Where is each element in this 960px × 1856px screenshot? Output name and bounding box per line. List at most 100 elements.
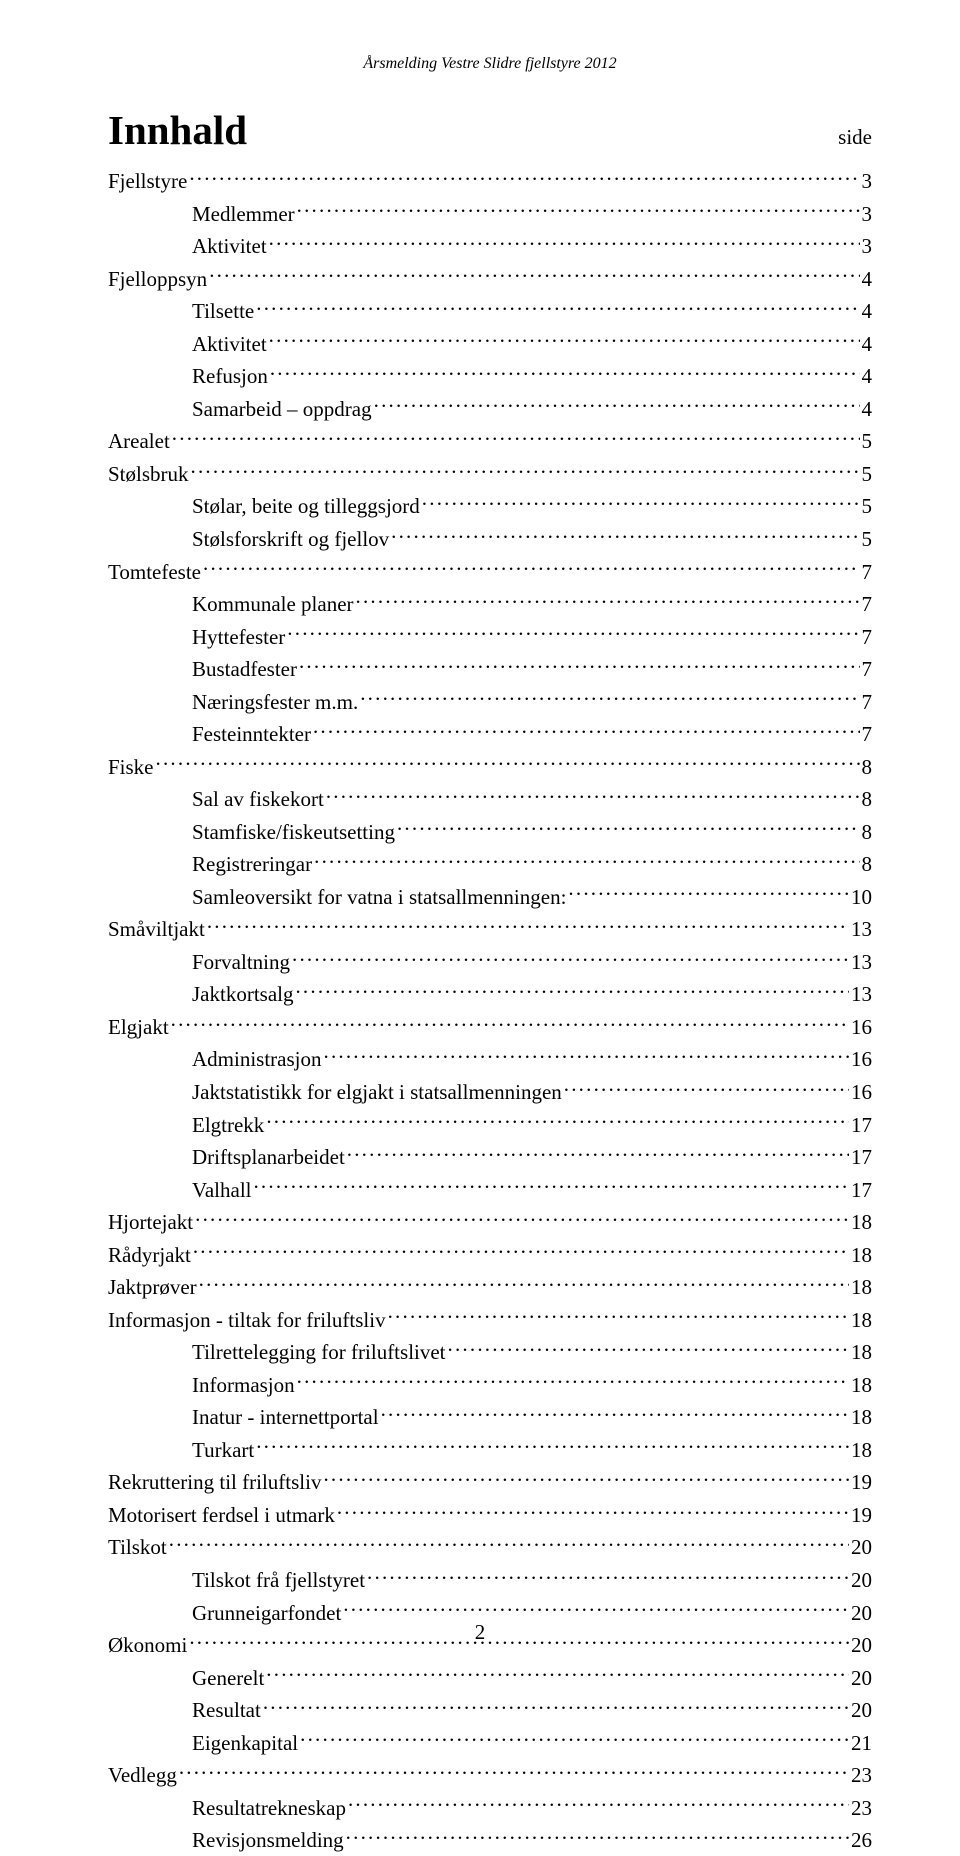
toc-entry-page: 23 bbox=[851, 1761, 872, 1790]
toc-entry-page: 7 bbox=[862, 590, 873, 619]
toc-entry-page: 3 bbox=[862, 167, 873, 196]
toc-entry-label: Revisjonsmelding bbox=[192, 1826, 344, 1855]
toc-leader bbox=[169, 1530, 849, 1554]
toc-entry-label: Festeinntekter bbox=[192, 720, 311, 749]
toc-entry-page: 18 bbox=[851, 1208, 872, 1237]
toc-entry-page: 19 bbox=[851, 1468, 872, 1497]
toc-entry-label: Stølsbruk bbox=[108, 460, 189, 489]
toc-entry-label: Informasjon - tiltak for friluftsliv bbox=[108, 1306, 386, 1335]
toc-leader bbox=[287, 619, 859, 643]
toc-entry-page: 13 bbox=[851, 915, 872, 944]
toc-entry-label: Generelt bbox=[192, 1664, 264, 1693]
toc-entry: Festeinntekter 7 bbox=[108, 717, 872, 750]
toc-entry-page: 4 bbox=[862, 330, 873, 359]
toc-entry-page: 8 bbox=[862, 818, 873, 847]
toc-entry-label: Tilsette bbox=[192, 297, 254, 326]
toc-entry: Vedlegg 23 bbox=[108, 1758, 872, 1791]
toc-leader bbox=[422, 489, 860, 513]
toc-entry-page: 10 bbox=[851, 883, 872, 912]
toc-entry-page: 26 bbox=[851, 1826, 872, 1855]
toc-entry-label: Rådyrjakt bbox=[108, 1241, 191, 1270]
toc-entry: Arealet 5 bbox=[108, 424, 872, 457]
toc-entry-label: Inatur - internettportal bbox=[192, 1403, 379, 1432]
toc-leader bbox=[297, 197, 860, 221]
toc-entry: Fjellstyre 3 bbox=[108, 164, 872, 197]
toc-leader bbox=[347, 1140, 849, 1164]
toc-entry-label: Informasjon bbox=[192, 1371, 295, 1400]
toc-leader bbox=[189, 164, 859, 188]
toc-entry: Jaktprøver 18 bbox=[108, 1270, 872, 1303]
toc-entry: Medlemmer 3 bbox=[108, 197, 872, 230]
toc-entry-page: 5 bbox=[862, 427, 873, 456]
toc-entry-label: Stamfiske/fiskeutsetting bbox=[192, 818, 395, 847]
toc-entry-page: 5 bbox=[862, 525, 873, 554]
toc-entry: Turkart 18 bbox=[108, 1433, 872, 1466]
toc-leader bbox=[203, 554, 860, 578]
toc-entry: Rådyrjakt 18 bbox=[108, 1238, 872, 1271]
toc-entry-page: 8 bbox=[862, 785, 873, 814]
toc-entry: Revisjonsmelding 26 bbox=[108, 1823, 872, 1856]
toc-entry: Valhall 17 bbox=[108, 1172, 872, 1205]
toc-leader bbox=[360, 685, 859, 709]
toc-entry-page: 18 bbox=[851, 1273, 872, 1302]
toc-leader bbox=[193, 1238, 849, 1262]
toc-entry-label: Refusjon bbox=[192, 362, 268, 391]
toc-entry: Fiske 8 bbox=[108, 750, 872, 783]
toc-leader bbox=[346, 1823, 849, 1847]
toc-leader bbox=[295, 977, 849, 1001]
toc-leader bbox=[171, 1010, 849, 1034]
toc-entry-page: 5 bbox=[862, 492, 873, 521]
toc-entry-label: Aktivitet bbox=[192, 330, 267, 359]
toc-entry-page: 7 bbox=[862, 655, 873, 684]
toc-leader bbox=[207, 912, 849, 936]
toc-leader bbox=[348, 1791, 849, 1815]
toc-entry-page: 20 bbox=[851, 1696, 872, 1725]
toc-leader bbox=[263, 1693, 849, 1717]
toc-entry-page: 23 bbox=[851, 1794, 872, 1823]
toc-leader bbox=[381, 1400, 849, 1424]
toc-entry: Tilskot frå fjellstyret 20 bbox=[108, 1563, 872, 1596]
toc-entry-page: 21 bbox=[851, 1729, 872, 1758]
toc-leader bbox=[323, 1465, 849, 1489]
toc-entry-label: Fjellstyre bbox=[108, 167, 187, 196]
toc-entry-label: Jaktprøver bbox=[108, 1273, 197, 1302]
toc-entry-page: 13 bbox=[851, 948, 872, 977]
toc-entry-label: Samleoversikt for vatna i statsallmennin… bbox=[192, 883, 566, 912]
toc-entry-page: 19 bbox=[851, 1501, 872, 1530]
toc-entry: Forvaltning 13 bbox=[108, 945, 872, 978]
toc-entry-page: 3 bbox=[862, 200, 873, 229]
toc-entry-label: Tilskot frå fjellstyret bbox=[192, 1566, 365, 1595]
toc-leader bbox=[299, 652, 860, 676]
toc-leader bbox=[374, 392, 860, 416]
toc-entry-page: 7 bbox=[862, 688, 873, 717]
toc-entry-label: Kommunale planer bbox=[192, 590, 354, 619]
toc-entry-page: 7 bbox=[862, 623, 873, 652]
toc-entry-page: 18 bbox=[851, 1371, 872, 1400]
toc-entry: Generelt 20 bbox=[108, 1660, 872, 1693]
toc-entry: Informasjon - tiltak for friluftsliv 18 bbox=[108, 1303, 872, 1336]
toc-entry-page: 18 bbox=[851, 1403, 872, 1432]
toc-entry-page: 4 bbox=[862, 395, 873, 424]
toc-entry-page: 16 bbox=[851, 1045, 872, 1074]
toc-entry-page: 17 bbox=[851, 1176, 872, 1205]
toc-entry: Hyttefester 7 bbox=[108, 619, 872, 652]
toc-entry: Stølar, beite og tilleggsjord 5 bbox=[108, 489, 872, 522]
toc-entry: Jaktkortsalg 13 bbox=[108, 977, 872, 1010]
table-of-contents: Fjellstyre 3Medlemmer 3Aktivitet 3Fjello… bbox=[108, 164, 872, 1856]
toc-entry-page: 20 bbox=[851, 1533, 872, 1562]
toc-entry-page: 13 bbox=[851, 980, 872, 1009]
toc-entry: Samarbeid – oppdrag 4 bbox=[108, 392, 872, 425]
toc-entry-page: 17 bbox=[851, 1111, 872, 1140]
toc-entry: Informasjon 18 bbox=[108, 1368, 872, 1401]
toc-entry: Resultatrekneskap 23 bbox=[108, 1791, 872, 1824]
toc-entry-label: Medlemmer bbox=[192, 200, 295, 229]
toc-entry-label: Stølar, beite og tilleggsjord bbox=[192, 492, 420, 521]
toc-entry-label: Forvaltning bbox=[192, 948, 290, 977]
toc-entry-label: Elgtrekk bbox=[192, 1111, 264, 1140]
toc-entry-label: Valhall bbox=[192, 1176, 251, 1205]
toc-entry-label: Turkart bbox=[192, 1436, 254, 1465]
toc-leader bbox=[300, 1726, 849, 1750]
toc-entry-page: 5 bbox=[862, 460, 873, 489]
toc-entry-label: Vedlegg bbox=[108, 1761, 177, 1790]
toc-entry-page: 20 bbox=[851, 1664, 872, 1693]
